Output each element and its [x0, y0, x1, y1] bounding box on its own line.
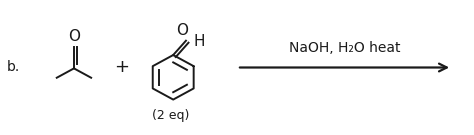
Text: b.: b. — [6, 60, 19, 74]
Text: H: H — [194, 34, 206, 49]
Text: +: + — [114, 58, 129, 77]
Text: (2 eq): (2 eq) — [152, 109, 190, 122]
Text: O: O — [176, 23, 188, 38]
Text: NaOH, H₂O heat: NaOH, H₂O heat — [289, 41, 400, 55]
Text: O: O — [68, 29, 80, 44]
